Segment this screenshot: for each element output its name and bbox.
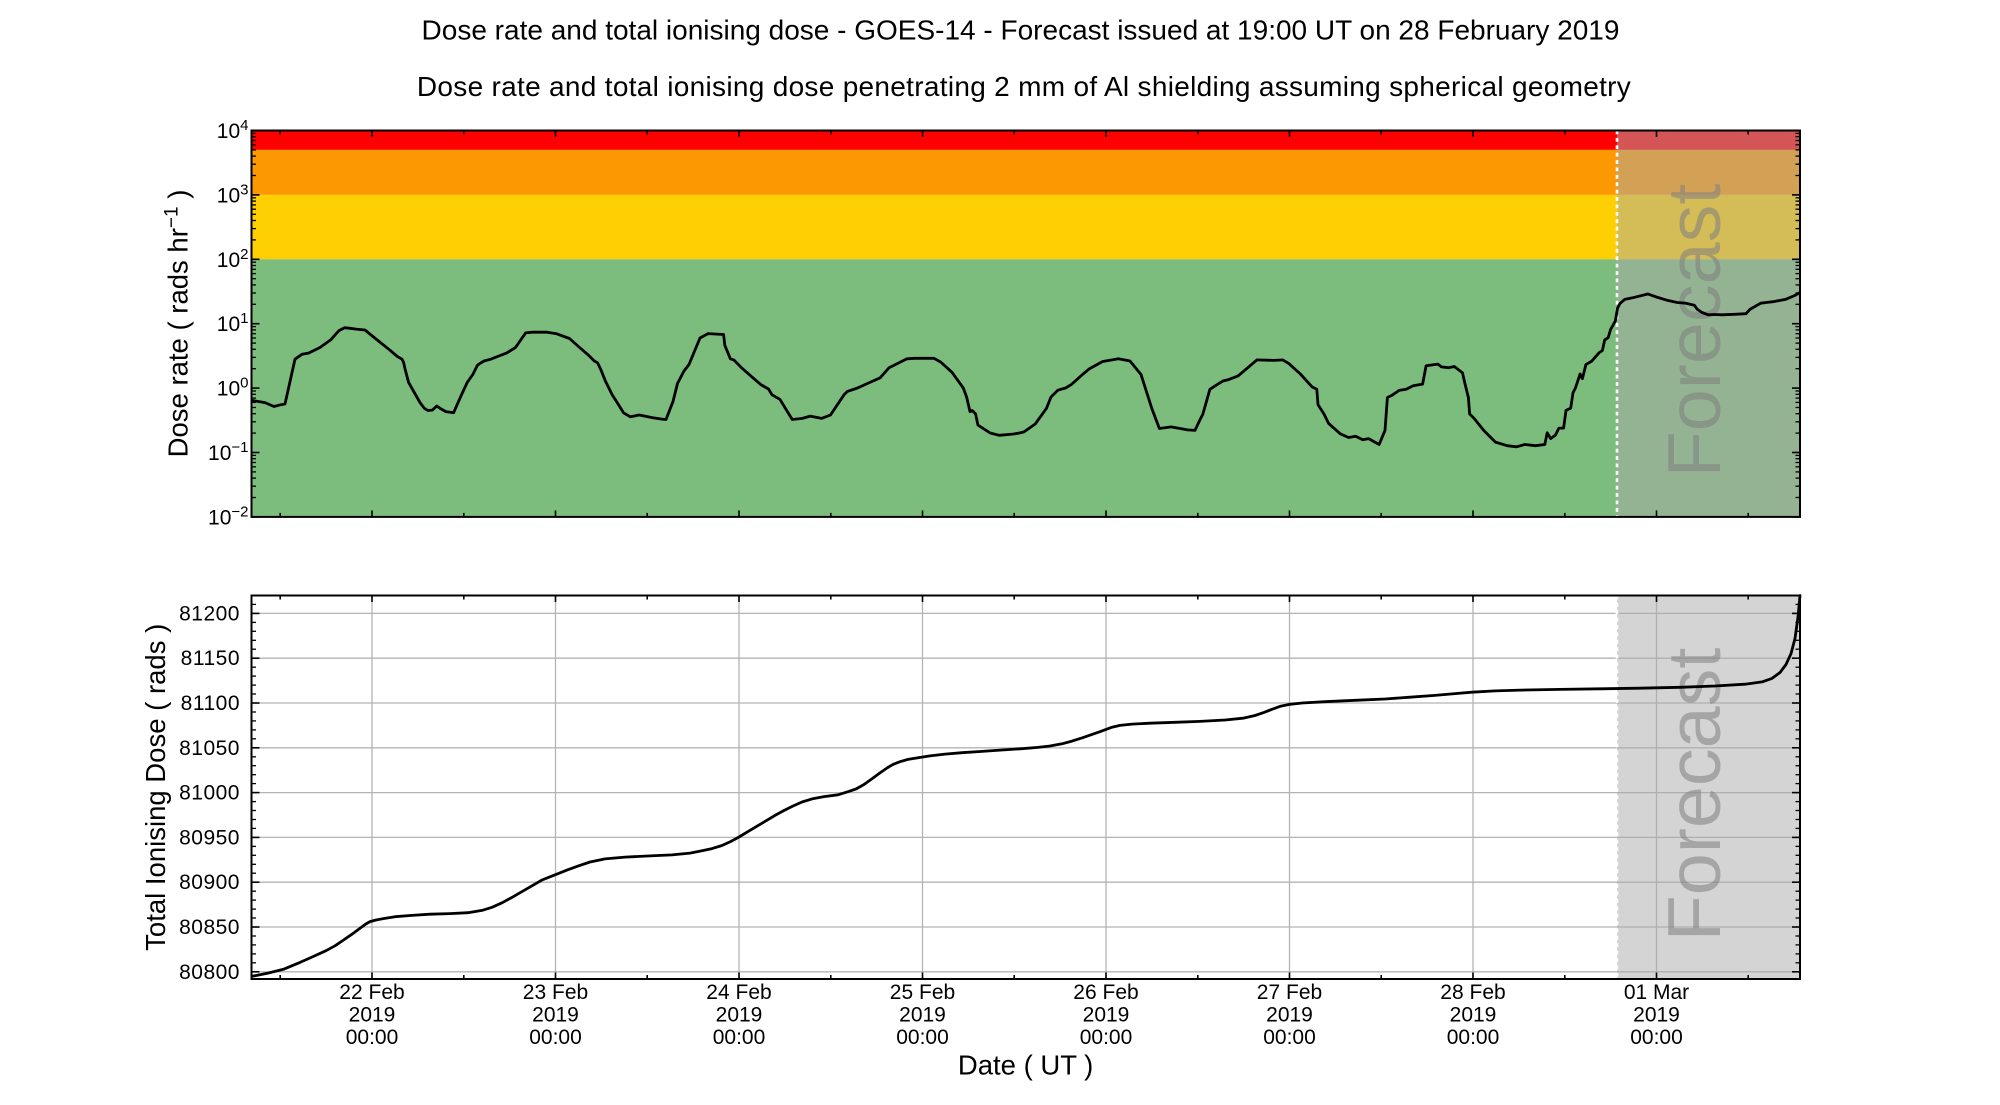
svg-text:81100: 81100 bbox=[181, 692, 240, 715]
svg-text:Forecast: Forecast bbox=[1652, 648, 1736, 942]
svg-text:24 Feb: 24 Feb bbox=[706, 981, 771, 1004]
svg-text:22 Feb: 22 Feb bbox=[339, 981, 404, 1004]
svg-text:23 Feb: 23 Feb bbox=[523, 981, 588, 1004]
svg-text:Date ( UT ): Date ( UT ) bbox=[958, 1050, 1094, 1081]
svg-text:80800: 80800 bbox=[179, 961, 240, 984]
svg-text:Dose rate and total ionising d: Dose rate and total ionising dose - GOES… bbox=[422, 15, 1620, 46]
svg-text:102: 102 bbox=[217, 245, 249, 272]
svg-text:25 Feb: 25 Feb bbox=[890, 981, 955, 1004]
svg-text:Dose rate and total ionising d: Dose rate and total ionising dose penetr… bbox=[417, 71, 1631, 102]
svg-text:00:00: 00:00 bbox=[1447, 1026, 1500, 1049]
svg-text:00:00: 00:00 bbox=[713, 1026, 766, 1049]
svg-text:00:00: 00:00 bbox=[529, 1026, 582, 1049]
svg-text:81000: 81000 bbox=[179, 782, 240, 805]
svg-text:81200: 81200 bbox=[179, 602, 240, 625]
svg-text:Forecast: Forecast bbox=[1652, 184, 1736, 478]
svg-text:80900: 80900 bbox=[179, 871, 240, 894]
svg-text:00:00: 00:00 bbox=[1080, 1026, 1133, 1049]
svg-text:2019: 2019 bbox=[1450, 1003, 1497, 1026]
svg-text:2019: 2019 bbox=[349, 1003, 396, 1026]
svg-text:2019: 2019 bbox=[1083, 1003, 1130, 1026]
svg-text:00:00: 00:00 bbox=[346, 1026, 399, 1049]
svg-text:80850: 80850 bbox=[179, 916, 240, 939]
svg-text:10−2: 10−2 bbox=[208, 503, 248, 530]
svg-text:81150: 81150 bbox=[181, 647, 240, 670]
svg-text:27 Feb: 27 Feb bbox=[1257, 981, 1322, 1004]
svg-text:2019: 2019 bbox=[1266, 1003, 1313, 1026]
svg-text:2019: 2019 bbox=[532, 1003, 579, 1026]
svg-text:00:00: 00:00 bbox=[896, 1026, 949, 1049]
svg-text:80950: 80950 bbox=[179, 826, 240, 849]
svg-text:10−1: 10−1 bbox=[208, 439, 248, 466]
svg-text:81050: 81050 bbox=[179, 737, 240, 760]
svg-text:00:00: 00:00 bbox=[1630, 1026, 1683, 1049]
svg-text:28 Feb: 28 Feb bbox=[1440, 981, 1505, 1004]
svg-text:2019: 2019 bbox=[1633, 1003, 1680, 1026]
svg-text:2019: 2019 bbox=[899, 1003, 946, 1026]
svg-text:Total Ionising Dose ( rads ): Total Ionising Dose ( rads ) bbox=[140, 624, 171, 951]
svg-text:00:00: 00:00 bbox=[1263, 1026, 1316, 1049]
svg-text:Dose rate ( rads hr−1 ): Dose rate ( rads hr−1 ) bbox=[161, 190, 194, 458]
svg-text:26 Feb: 26 Feb bbox=[1073, 981, 1138, 1004]
svg-text:2019: 2019 bbox=[716, 1003, 763, 1026]
svg-text:01 Mar: 01 Mar bbox=[1624, 981, 1689, 1004]
